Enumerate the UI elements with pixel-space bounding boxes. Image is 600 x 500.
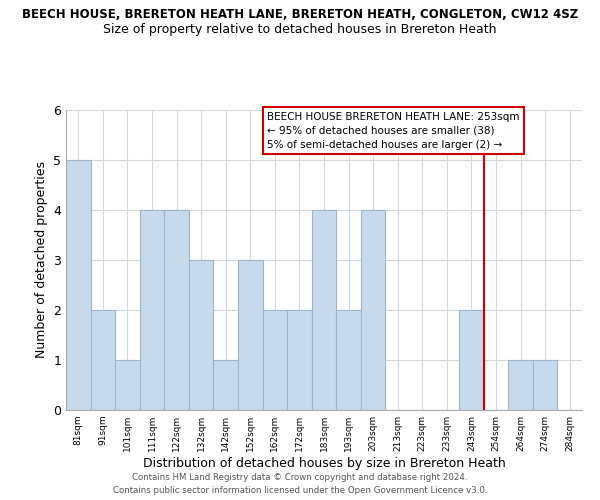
Y-axis label: Number of detached properties: Number of detached properties bbox=[35, 162, 47, 358]
Bar bbox=[214, 360, 238, 410]
Text: BEECH HOUSE, BRERETON HEATH LANE, BRERETON HEATH, CONGLETON, CW12 4SZ: BEECH HOUSE, BRERETON HEATH LANE, BRERET… bbox=[22, 8, 578, 20]
Text: Contains HM Land Registry data © Crown copyright and database right 2024.: Contains HM Land Registry data © Crown c… bbox=[132, 472, 468, 482]
Text: BEECH HOUSE BRERETON HEATH LANE: 253sqm
← 95% of detached houses are smaller (38: BEECH HOUSE BRERETON HEATH LANE: 253sqm … bbox=[267, 112, 520, 150]
Bar bbox=[115, 360, 140, 410]
Bar bbox=[533, 360, 557, 410]
Bar bbox=[189, 260, 214, 410]
Bar bbox=[336, 310, 361, 410]
Bar bbox=[66, 160, 91, 410]
X-axis label: Distribution of detached houses by size in Brereton Heath: Distribution of detached houses by size … bbox=[143, 457, 505, 470]
Bar bbox=[312, 210, 336, 410]
Bar bbox=[361, 210, 385, 410]
Bar bbox=[91, 310, 115, 410]
Bar bbox=[287, 310, 312, 410]
Bar bbox=[263, 310, 287, 410]
Text: Contains public sector information licensed under the Open Government Licence v3: Contains public sector information licen… bbox=[113, 486, 487, 495]
Text: Size of property relative to detached houses in Brereton Heath: Size of property relative to detached ho… bbox=[103, 22, 497, 36]
Bar bbox=[140, 210, 164, 410]
Bar bbox=[164, 210, 189, 410]
Bar bbox=[238, 260, 263, 410]
Bar bbox=[459, 310, 484, 410]
Bar bbox=[508, 360, 533, 410]
